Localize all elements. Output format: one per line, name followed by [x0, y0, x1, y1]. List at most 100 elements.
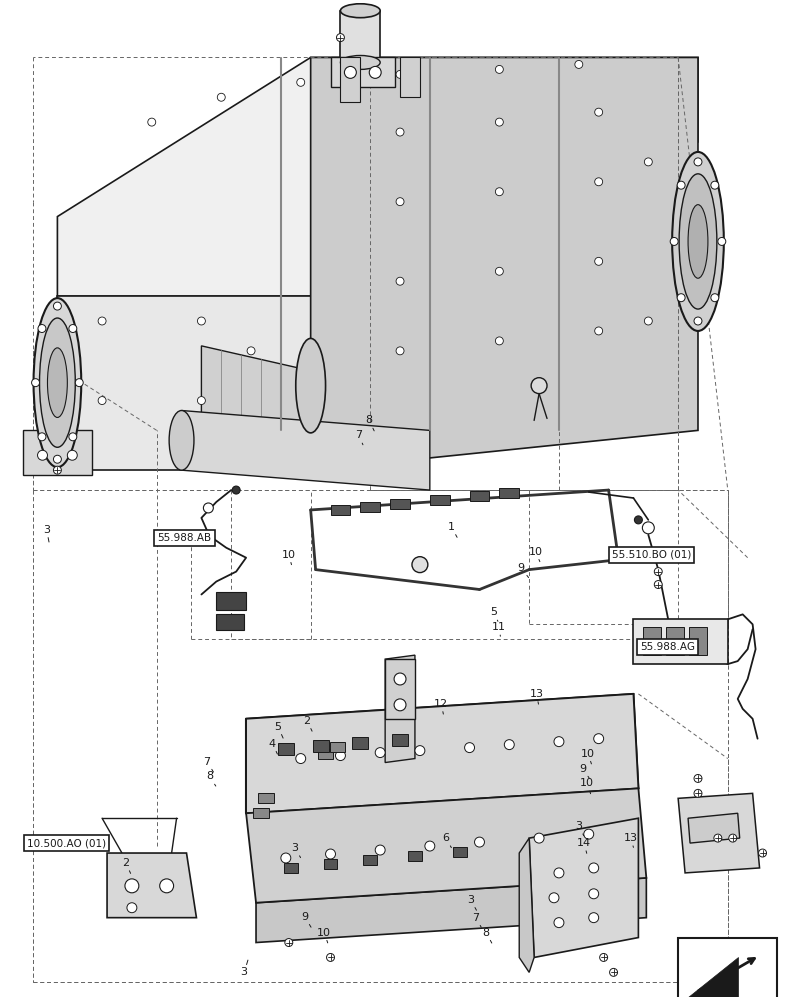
Bar [677, 938, 776, 1000]
Polygon shape [255, 878, 646, 943]
Text: 13: 13 [623, 833, 637, 847]
Bar [340, 11, 380, 62]
Polygon shape [340, 57, 360, 102]
Polygon shape [687, 813, 739, 843]
Circle shape [217, 93, 225, 101]
Text: 10: 10 [317, 928, 331, 943]
Polygon shape [529, 818, 637, 957]
Bar [642, 627, 660, 655]
Circle shape [325, 849, 335, 859]
Circle shape [197, 317, 205, 325]
Text: 6: 6 [442, 833, 451, 848]
Circle shape [599, 953, 607, 961]
Text: 10: 10 [281, 550, 295, 565]
Circle shape [98, 397, 106, 405]
Text: 55.988.AG: 55.988.AG [639, 642, 694, 652]
Circle shape [464, 743, 474, 753]
Text: 3: 3 [240, 960, 247, 977]
Bar [689, 627, 706, 655]
Circle shape [728, 834, 736, 842]
Circle shape [247, 347, 255, 355]
Circle shape [203, 503, 213, 513]
Circle shape [411, 557, 427, 573]
Text: 5: 5 [274, 722, 283, 738]
Bar [277, 743, 294, 755]
Circle shape [160, 879, 174, 893]
Circle shape [232, 486, 240, 494]
Bar [360, 502, 380, 512]
Circle shape [396, 347, 404, 355]
Circle shape [633, 516, 642, 524]
Bar [407, 851, 422, 861]
Circle shape [710, 294, 718, 302]
Text: 14: 14 [577, 838, 590, 853]
Polygon shape [246, 694, 637, 813]
Polygon shape [518, 838, 534, 972]
Bar [317, 749, 333, 759]
Text: 3: 3 [291, 843, 300, 858]
Circle shape [654, 568, 662, 576]
Circle shape [654, 581, 662, 589]
Circle shape [414, 746, 424, 756]
Circle shape [38, 433, 46, 441]
Polygon shape [246, 788, 646, 903]
Text: 4: 4 [268, 739, 277, 754]
Text: 3: 3 [466, 895, 476, 910]
Circle shape [98, 317, 106, 325]
Polygon shape [330, 57, 395, 87]
Circle shape [474, 837, 484, 847]
Bar [392, 734, 407, 746]
Ellipse shape [40, 318, 75, 447]
Text: 12: 12 [434, 699, 448, 714]
Bar [469, 491, 489, 501]
Text: 55.988.AB: 55.988.AB [157, 533, 212, 543]
Circle shape [54, 455, 62, 463]
Text: 5: 5 [489, 607, 497, 621]
Polygon shape [677, 793, 758, 873]
Circle shape [693, 789, 701, 797]
Circle shape [693, 774, 701, 782]
Circle shape [375, 845, 384, 855]
Bar [429, 495, 449, 505]
Circle shape [676, 181, 684, 189]
Ellipse shape [687, 205, 707, 278]
Circle shape [396, 70, 404, 78]
Circle shape [710, 181, 718, 189]
Circle shape [54, 466, 62, 474]
Ellipse shape [47, 348, 67, 417]
Circle shape [495, 65, 503, 73]
Circle shape [644, 317, 651, 325]
Bar [499, 488, 518, 498]
Text: 9: 9 [579, 764, 589, 778]
Circle shape [553, 918, 563, 928]
Circle shape [588, 913, 598, 923]
Circle shape [54, 302, 62, 310]
Text: 8: 8 [206, 771, 216, 786]
Bar [363, 855, 377, 865]
Text: 9: 9 [301, 912, 311, 927]
Ellipse shape [340, 4, 380, 18]
Circle shape [375, 748, 384, 758]
Polygon shape [400, 57, 419, 97]
Text: 7: 7 [471, 913, 481, 927]
Circle shape [717, 237, 725, 245]
Circle shape [669, 237, 677, 245]
Polygon shape [311, 57, 697, 470]
Bar [284, 863, 298, 873]
Text: 2: 2 [122, 858, 131, 873]
Circle shape [335, 751, 345, 761]
Bar [330, 505, 350, 515]
Circle shape [495, 118, 503, 126]
Ellipse shape [678, 174, 716, 309]
Circle shape [67, 450, 77, 460]
Circle shape [396, 198, 404, 206]
Circle shape [594, 178, 602, 186]
Circle shape [285, 939, 293, 947]
Text: 2: 2 [303, 716, 311, 731]
Circle shape [393, 673, 406, 685]
Circle shape [642, 522, 654, 534]
Circle shape [583, 829, 593, 839]
Circle shape [69, 433, 77, 441]
Text: 1: 1 [448, 522, 457, 537]
Circle shape [588, 889, 598, 899]
